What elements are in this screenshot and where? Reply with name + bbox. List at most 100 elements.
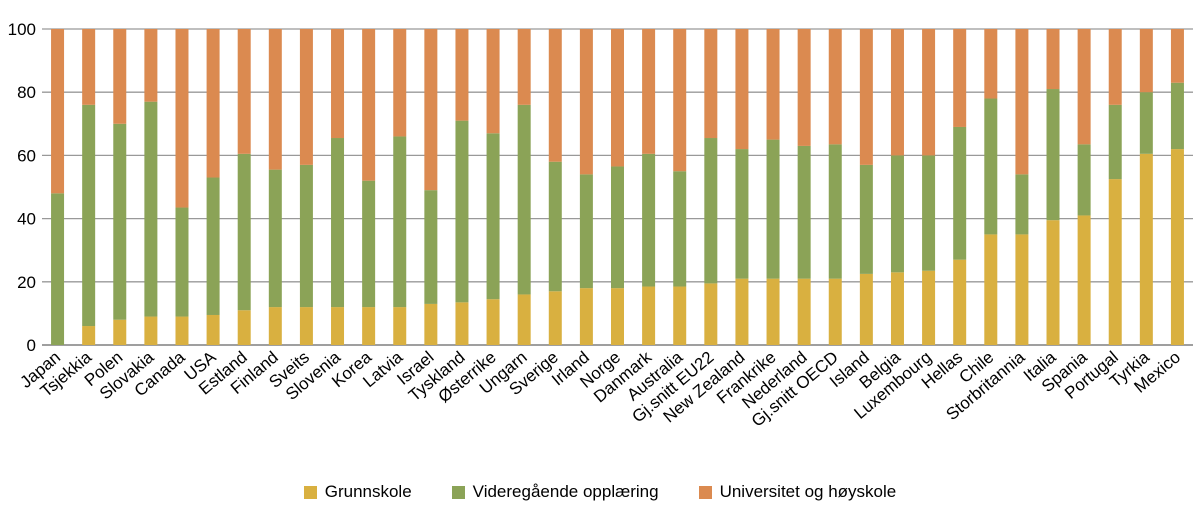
bar-segment <box>299 307 313 345</box>
bar-segment <box>517 294 531 345</box>
bar-segment <box>424 303 438 345</box>
bar-segment <box>51 193 65 345</box>
bar-segment <box>611 166 624 289</box>
bar-segment <box>859 29 873 165</box>
bar-segment <box>268 169 282 308</box>
bar-segment <box>548 161 562 292</box>
bar-segment <box>922 155 936 271</box>
bar-segment <box>1077 144 1091 216</box>
bar-segment <box>393 136 407 308</box>
bar-segment <box>362 29 376 181</box>
bar-segment <box>766 278 780 345</box>
chart-svg: 020406080100JapanTsjekkiaPolenSlovakiaCa… <box>8 20 1193 431</box>
bar-segment <box>237 153 251 311</box>
y-tick-label: 20 <box>17 273 36 292</box>
y-tick-label: 100 <box>8 20 36 39</box>
bar-segment <box>579 174 593 289</box>
bar-segment <box>331 307 345 345</box>
bar-segment <box>642 286 656 345</box>
bar-segment <box>486 29 500 134</box>
bar-segment <box>517 29 531 105</box>
bar-segment <box>299 164 313 308</box>
legend-label: Videregående opplæring <box>472 482 659 501</box>
bar-segment <box>455 302 469 345</box>
bar-segment <box>1015 174 1029 235</box>
y-tick-label: 60 <box>17 146 36 165</box>
bar-segment <box>673 29 687 172</box>
bar-segment <box>704 138 718 284</box>
bar-segment <box>82 326 96 345</box>
bar-segment <box>455 29 469 121</box>
y-tick-label: 0 <box>27 336 36 355</box>
bar-segment <box>673 286 687 345</box>
bar-segment <box>704 29 718 139</box>
bar-segment <box>1170 149 1184 345</box>
bar-segment <box>113 29 127 124</box>
bar-segment <box>1170 29 1184 83</box>
bar-segment <box>953 126 967 260</box>
bar-segment <box>1139 29 1153 93</box>
bar-segment <box>113 319 127 345</box>
bar-segment <box>922 29 936 156</box>
bar-segment <box>828 278 842 345</box>
bar-segment <box>424 190 438 304</box>
bar-segment <box>1139 153 1153 345</box>
bar-segment <box>766 139 780 279</box>
bar-segment <box>362 307 376 345</box>
bar-segment <box>859 273 873 345</box>
bar-segment <box>206 314 220 345</box>
bar-segment <box>393 29 407 137</box>
bar-segment <box>144 29 158 102</box>
legend-swatch <box>303 485 317 499</box>
bar-segment <box>1015 29 1029 175</box>
bar-segment <box>486 299 500 345</box>
bar-segment <box>331 29 345 139</box>
bar-segment <box>890 155 904 273</box>
bar-segment <box>175 207 189 317</box>
bar-segment <box>704 283 718 345</box>
bar-segment <box>268 29 282 170</box>
bar-segment <box>206 29 220 178</box>
bar-segment <box>548 29 562 162</box>
bar-segment <box>828 144 842 279</box>
bar-segment <box>673 171 687 287</box>
bar-segment <box>237 310 251 345</box>
bar-segment <box>611 288 624 345</box>
y-tick-label: 40 <box>17 210 36 229</box>
legend-item: Videregående opplæring <box>451 482 659 502</box>
bar-segment <box>455 120 469 303</box>
bar-segment <box>51 29 65 194</box>
bar-segment <box>424 29 438 191</box>
bar-segment <box>611 29 624 167</box>
bar-segment <box>1077 29 1091 145</box>
bar-segment <box>144 316 158 345</box>
bar-segment <box>735 278 749 345</box>
bar-segment <box>175 29 189 208</box>
bar-segment <box>1139 92 1153 154</box>
bar-segment <box>175 316 189 345</box>
bar-segment <box>953 29 967 127</box>
bar-segment <box>579 29 593 175</box>
bar-segment <box>828 29 842 145</box>
bar-segment <box>984 29 998 99</box>
bar-segment <box>890 272 904 345</box>
bar-segment <box>797 145 811 279</box>
bar-segment <box>642 29 656 154</box>
bar-segment <box>331 138 345 308</box>
legend: Grunnskole Videregående opplæring Universi… <box>0 482 1200 502</box>
bar-segment <box>1046 89 1060 221</box>
bar-segment <box>797 278 811 345</box>
legend-label: Universitet og høyskole <box>719 482 897 501</box>
bar-segment <box>299 29 313 165</box>
bar-segment <box>144 101 158 317</box>
bar-segment <box>237 29 251 154</box>
bar-segment <box>579 288 593 345</box>
legend-swatch <box>698 485 712 499</box>
bar-segment <box>953 259 967 345</box>
bar-segment <box>1015 234 1029 345</box>
bar-segment <box>362 180 376 308</box>
bar-segment <box>735 29 749 150</box>
bar-segment <box>1046 220 1060 345</box>
bar-segment <box>1170 82 1184 150</box>
